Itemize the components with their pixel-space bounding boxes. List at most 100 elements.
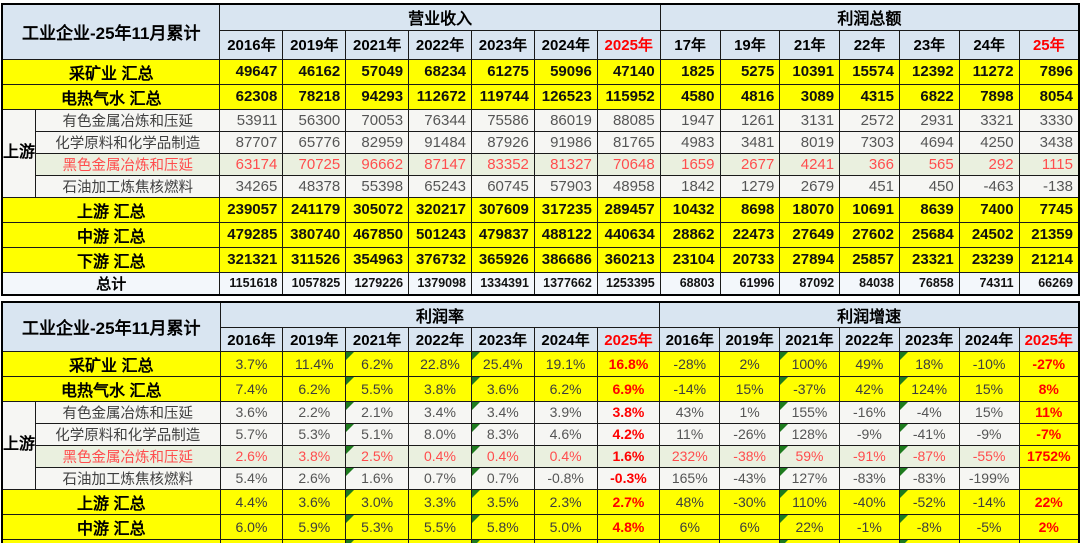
- row-label: 化学原料和化学品制造: [35, 130, 221, 154]
- excel-flag-icon: [900, 490, 908, 498]
- row-label: 黑色金属冶炼和压延: [35, 444, 221, 468]
- table-row: 上游 汇总 239057 241179 305072 320217 307609 31723…: [1, 196, 1080, 223]
- year-header: 2022年: [408, 326, 472, 352]
- cell: 1659: [659, 152, 721, 176]
- cell: 18%: [898, 350, 960, 377]
- cell: 70725: [282, 152, 347, 176]
- year-header: 2022年: [838, 326, 900, 352]
- cell: -38%: [719, 444, 781, 468]
- cell: 28862: [659, 221, 721, 248]
- cell: 75586: [471, 108, 535, 132]
- table-row: 化学原料和化学品制造 5.7% 5.3% 5.1% 8.0% 8.3% 4.6% 4.2% 11…: [2, 422, 1080, 446]
- cell: 450: [898, 174, 960, 198]
- year-header: 2019年: [282, 326, 347, 352]
- cell: 2%: [1018, 513, 1080, 540]
- cell: 488122: [533, 221, 598, 248]
- cell: 61275: [471, 58, 535, 85]
- cell: 55398: [345, 174, 410, 198]
- cell: 232%: [659, 444, 721, 468]
- year-header: 2016年: [219, 29, 284, 60]
- cell: 4580: [659, 83, 721, 110]
- row-label: 采矿业 汇总: [1, 350, 221, 377]
- header-row: 工业企业-25年11月累计 营业收入 利润总额: [1, 3, 1080, 60]
- cell: 1253395: [596, 271, 661, 295]
- cell: 2.6%: [219, 444, 284, 468]
- row-label: 石油加工炼焦核燃料: [35, 466, 221, 490]
- cell: 68234: [408, 58, 473, 85]
- cell: 18070: [779, 196, 841, 223]
- excel-flag-icon: [472, 424, 480, 432]
- row-label: 电热气水 汇总: [1, 375, 221, 402]
- cell: -27%: [1018, 350, 1080, 377]
- cell: -83%: [838, 466, 900, 490]
- cell: 8698: [719, 196, 781, 223]
- cell: -9%: [958, 422, 1020, 446]
- row-label: 上游 汇总: [1, 488, 221, 515]
- year-header: 2025年: [596, 326, 661, 352]
- cell: 1379098: [408, 271, 473, 295]
- year-header: 19年: [719, 29, 781, 60]
- cell: -26%: [719, 422, 781, 446]
- cell: 3.8%: [282, 444, 347, 468]
- cell: 311526: [282, 246, 347, 273]
- cell: 76858: [898, 271, 960, 295]
- cell: 565: [898, 152, 960, 176]
- cell: 70648: [596, 152, 661, 176]
- cell: 5.5%: [345, 375, 410, 402]
- cell: 7898: [958, 83, 1020, 110]
- table-row: 黑色金属冶炼和压延 2.6% 3.8% 2.5% 0.4% 0.4% 0.4% 1.6% 232…: [2, 444, 1080, 468]
- cell: 112672: [408, 83, 473, 110]
- cell: 11%: [659, 422, 721, 446]
- cell: 1279226: [345, 271, 410, 295]
- cell: -4%: [898, 400, 960, 424]
- profit-rate-growth-table: 工业企业-25年11月累计 利润率 利润增速 2016年 2019年 2021年 2022年…: [1, 300, 1080, 543]
- cell: 10432: [659, 196, 721, 223]
- year-header: 2023年: [470, 326, 535, 352]
- table-row: 石油加工炼焦核燃料 5.4% 2.6% 1.6% 0.7% 0.7% -0.8% -0.3% 1…: [2, 466, 1080, 490]
- excel-flag-icon: [346, 424, 355, 432]
- excel-flag-icon: [472, 377, 480, 385]
- cell: 81765: [596, 130, 661, 154]
- cell: 6.0%: [533, 538, 598, 543]
- section-title: 利润总额: [659, 3, 1080, 31]
- cell: 83352: [471, 152, 535, 176]
- excel-flag-icon: [346, 377, 355, 385]
- cell: 7.4%: [219, 375, 284, 402]
- cell: 4.6%: [533, 422, 598, 446]
- cell: 66269: [1018, 271, 1080, 295]
- cell: 126523: [533, 83, 598, 110]
- year-header: 17年: [659, 29, 721, 60]
- cell: 5.8%: [470, 513, 535, 540]
- cell: -16%: [838, 400, 900, 424]
- cell: -463: [958, 174, 1020, 198]
- cell: 16.8%: [596, 350, 661, 377]
- cell: -55%: [958, 444, 1020, 468]
- cell: 0.7%: [408, 466, 472, 490]
- cell: 6.2%: [282, 375, 347, 402]
- cell: 2.5%: [345, 444, 410, 468]
- cell: 70053: [345, 108, 410, 132]
- cell: 96662: [345, 152, 410, 176]
- cell: 4694: [898, 130, 960, 154]
- cell: 1261: [719, 108, 781, 132]
- cell: -10%: [958, 350, 1020, 377]
- table-row: 化学原料和化学品制造 87707 65776 82959 91484 87926 91986…: [2, 130, 1080, 154]
- year-header-row: 2016年 2019年 2021年 2022年 2023年 2024年 2025年 2016年…: [2, 326, 1080, 352]
- cell: 0.4%: [408, 444, 472, 468]
- excel-flag-icon: [780, 424, 789, 432]
- cell: -37%: [779, 375, 840, 402]
- cell: 4315: [839, 83, 900, 110]
- cell: 87926: [471, 130, 535, 154]
- cell: 57903: [533, 174, 598, 198]
- cell: 53911: [219, 108, 284, 132]
- cell: 4.2%: [596, 422, 661, 446]
- cell: -9%: [838, 422, 900, 446]
- year-header: 24年: [958, 29, 1020, 60]
- year-header: 2023年: [471, 29, 535, 60]
- year-header: 2019年: [282, 29, 347, 60]
- cell: 61996: [719, 271, 781, 295]
- cell: 8019: [779, 130, 841, 154]
- cell: 27894: [779, 246, 841, 273]
- cell: 22473: [719, 221, 781, 248]
- row-label: 黑色金属冶炼和压延: [35, 152, 221, 176]
